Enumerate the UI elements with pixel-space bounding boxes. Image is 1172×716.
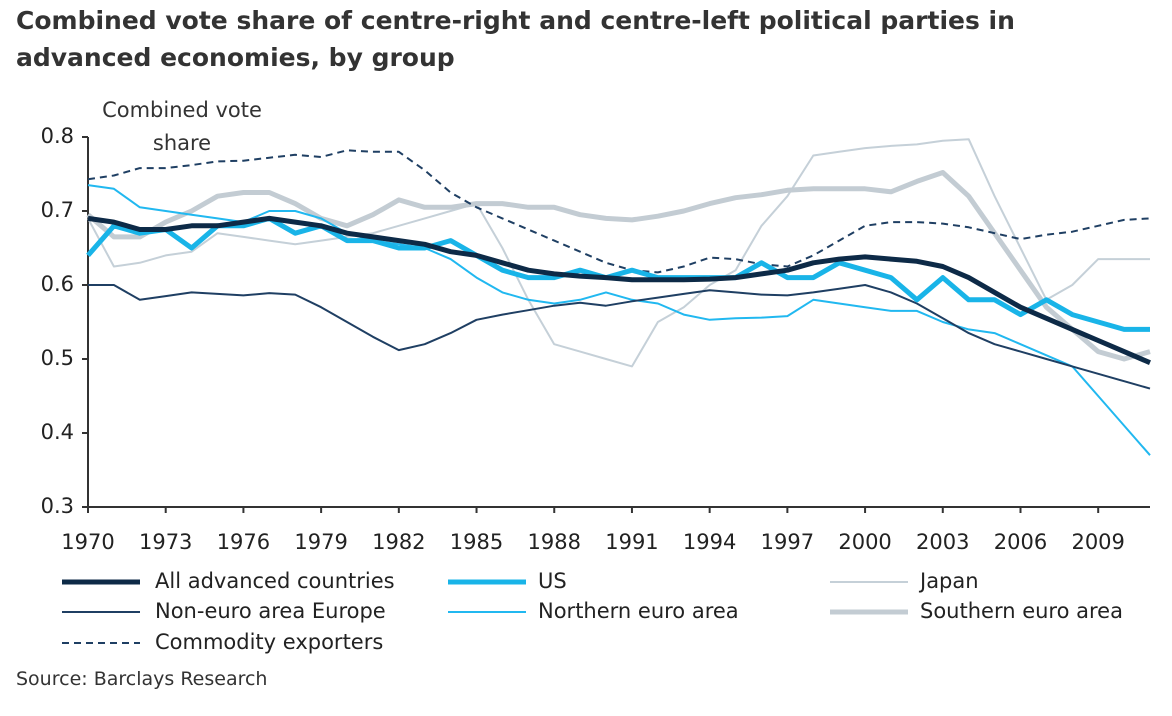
x-tick-label: 1973 xyxy=(139,530,192,554)
data-line xyxy=(87,215,1151,365)
data-line xyxy=(86,215,1150,332)
legend-label: Commodity exporters xyxy=(155,630,383,654)
data-line xyxy=(87,184,1151,456)
y-tick-label: 0.4 xyxy=(41,420,74,444)
x-tick-label: 1982 xyxy=(372,530,425,554)
x-tick-label: 1970 xyxy=(61,530,114,554)
x-tick-label: 1979 xyxy=(294,530,347,554)
legend-label: All advanced countries xyxy=(155,569,395,593)
y-tick-label: 0.3 xyxy=(41,494,74,518)
y-tick-label: 0.5 xyxy=(41,346,74,370)
data-line xyxy=(86,170,1151,362)
x-tick-label: 1994 xyxy=(683,530,736,554)
y-tick-label: 0.8 xyxy=(41,124,74,148)
legend-label: Southern euro area xyxy=(920,599,1123,623)
legend-label: Japan xyxy=(918,569,979,593)
legend-label: Non-euro area Europe xyxy=(155,599,386,623)
x-tick-label: 2006 xyxy=(994,530,1047,554)
chart-title: Combined vote share of centre-right and … xyxy=(16,6,1015,72)
x-tick-label: 1988 xyxy=(528,530,581,554)
y-tick-label: 0.7 xyxy=(41,198,74,222)
legend-label: US xyxy=(538,569,567,593)
data-line xyxy=(88,284,1151,390)
x-tick-label: 2003 xyxy=(916,530,969,554)
x-tick-label: 1991 xyxy=(605,530,658,554)
x-tick-label: 1985 xyxy=(450,530,503,554)
x-tick-label: 1997 xyxy=(761,530,814,554)
x-tick-label: 2000 xyxy=(838,530,891,554)
data-line xyxy=(87,149,1151,274)
y-axis-label: Combined vote share xyxy=(102,98,262,155)
legend-label: Northern euro area xyxy=(538,599,739,623)
y-tick-label: 0.6 xyxy=(41,272,74,296)
data-line xyxy=(87,138,1150,368)
x-tick-label: 2009 xyxy=(1071,530,1124,554)
x-tick-label: 1976 xyxy=(217,530,270,554)
source-note: Source: Barclays Research xyxy=(16,668,268,690)
